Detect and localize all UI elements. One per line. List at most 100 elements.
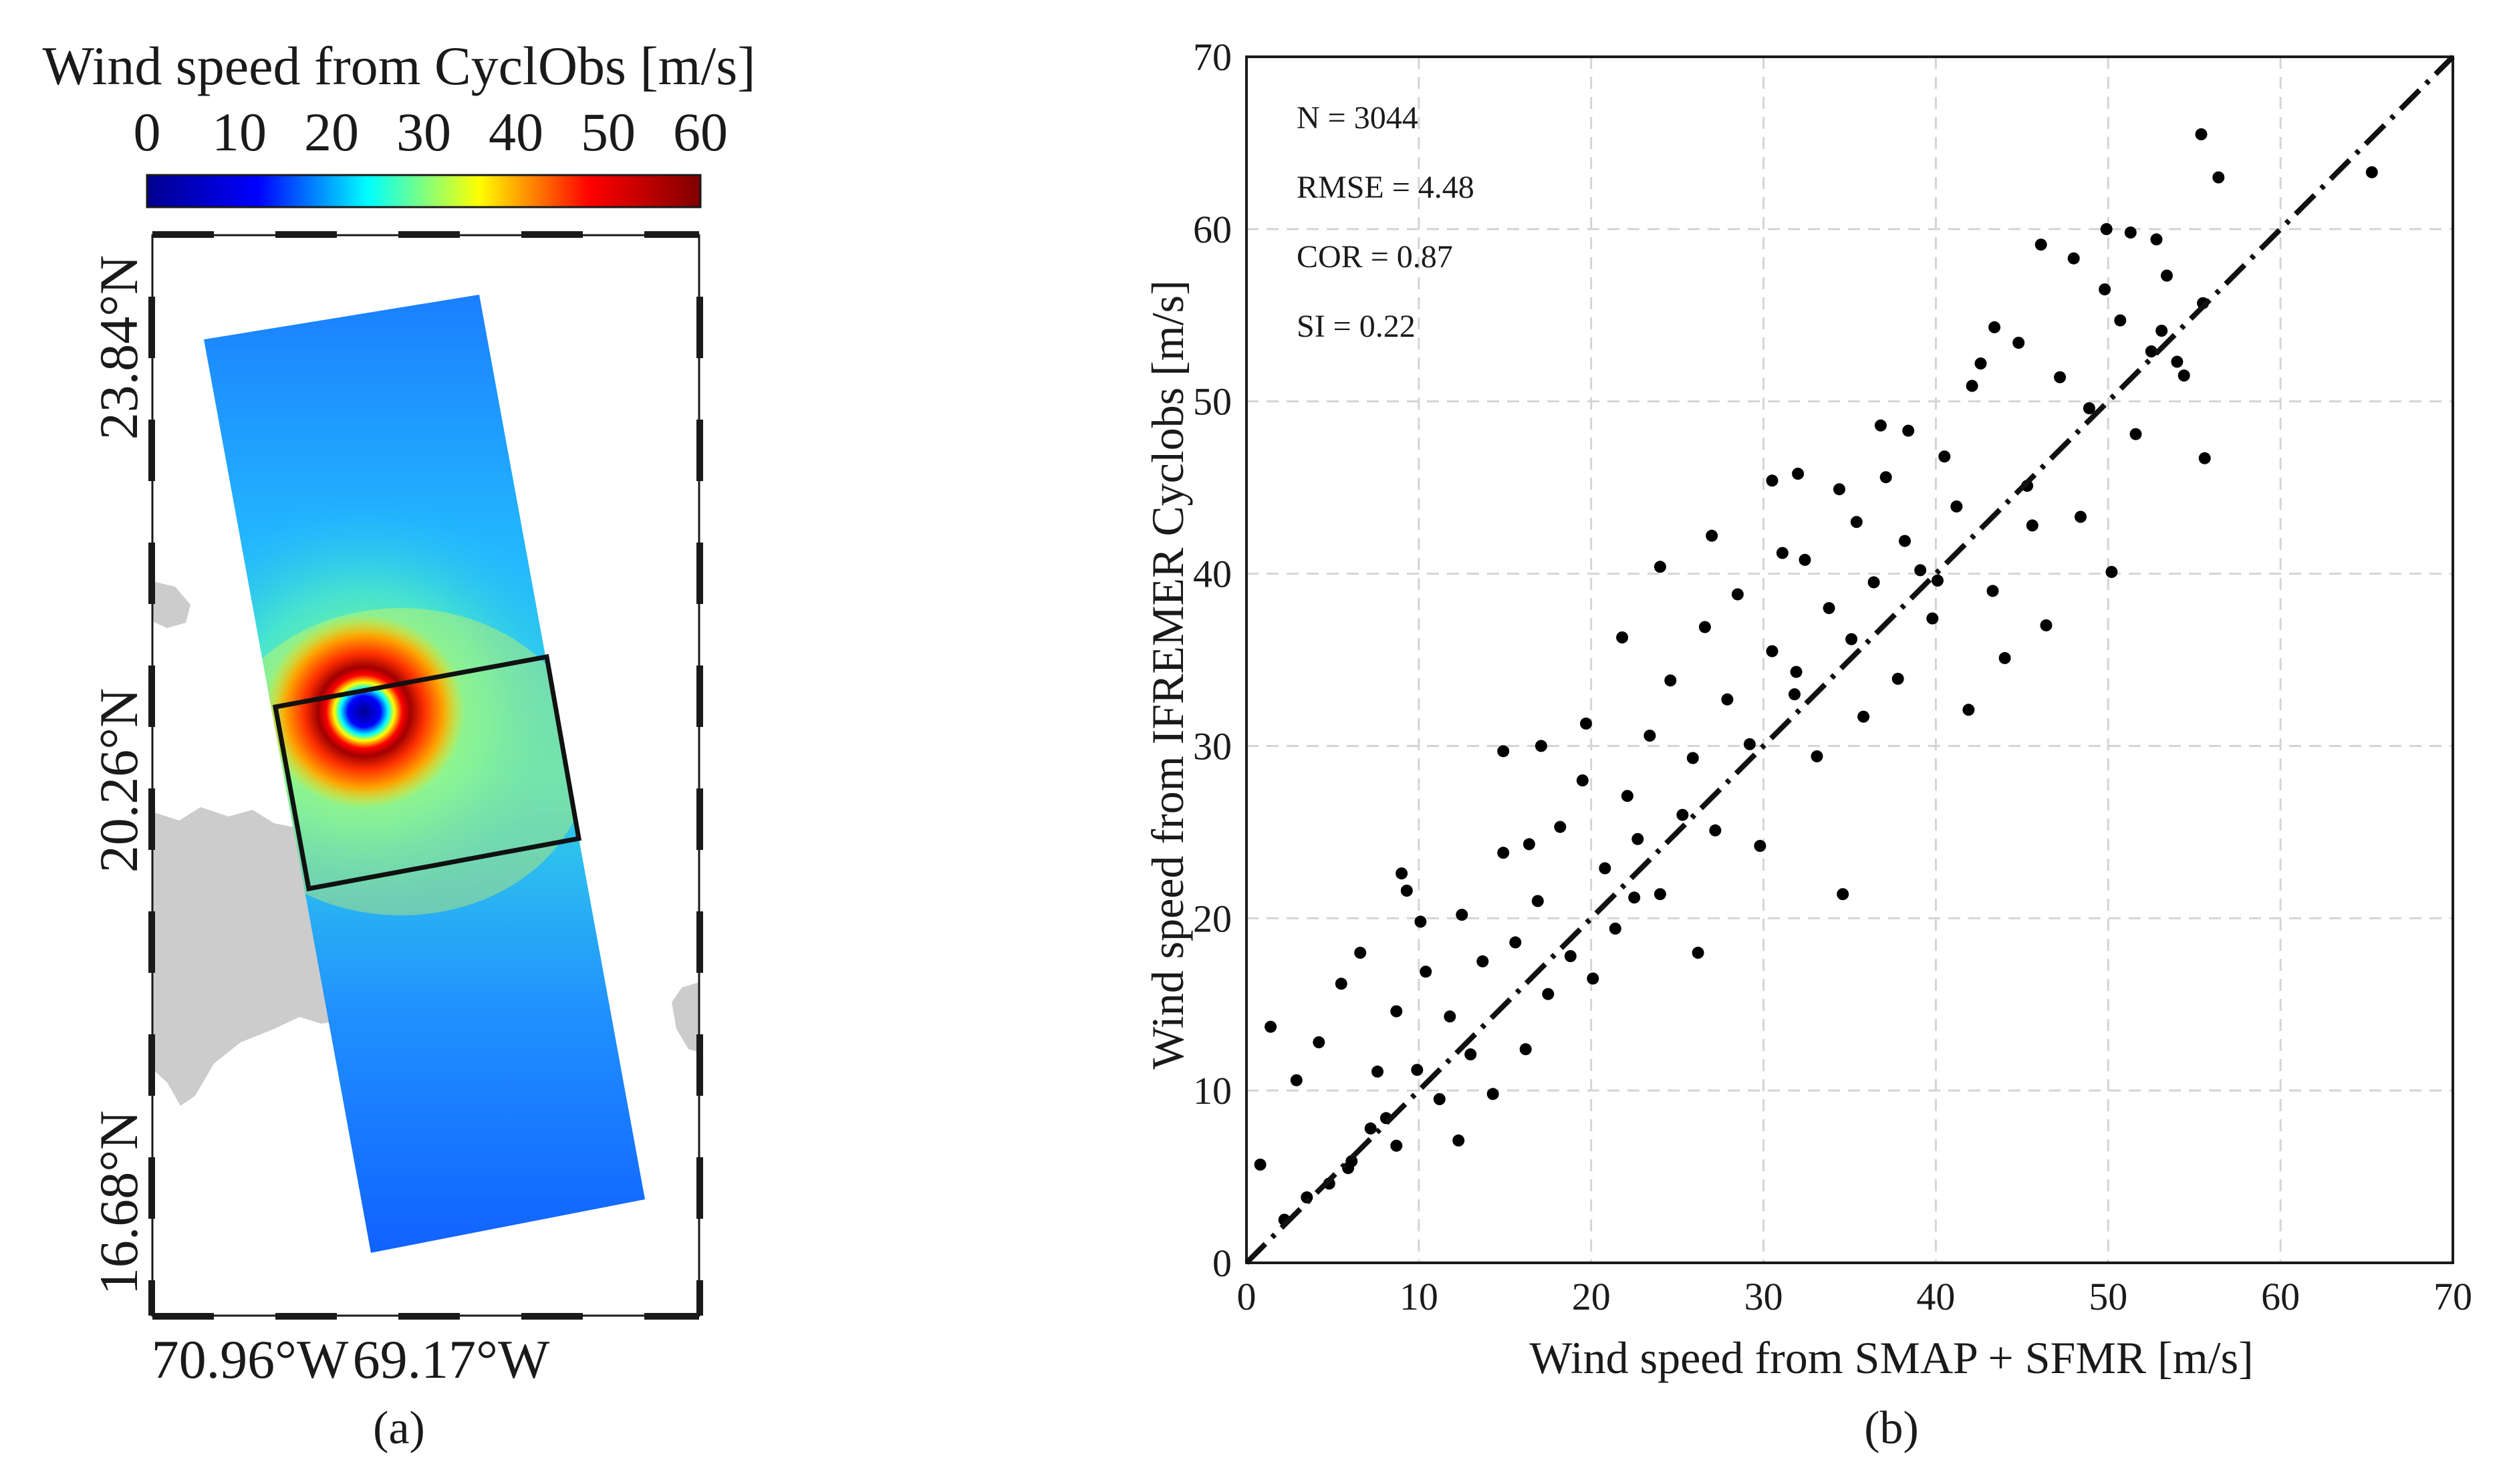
scatter-point xyxy=(2026,519,2038,532)
y-tick-label: 40 xyxy=(1193,553,1232,596)
latitude-labels: 23.84°N 20.26°N 16.68°N xyxy=(88,255,149,1296)
scatter-point xyxy=(1986,585,1999,597)
x-axis-label: Wind speed from SMAP + SFMR [m/s] xyxy=(1529,1332,2253,1383)
colorbar xyxy=(146,174,702,208)
scatter-point xyxy=(1731,588,1744,601)
scatter-point xyxy=(1790,665,1803,678)
frame-tick-left xyxy=(148,420,155,481)
scatter-point xyxy=(2034,239,2047,251)
scatter-point xyxy=(1709,824,1722,837)
scatter-point xyxy=(1420,966,1432,978)
frame-tick-bottom xyxy=(644,1313,699,1320)
axes-frame xyxy=(1245,55,2454,1264)
scatter-point xyxy=(1631,833,1644,845)
scatter-point xyxy=(1313,1036,1325,1048)
frame-tick-left xyxy=(148,788,155,850)
scatter-point xyxy=(1686,752,1699,764)
scatter-point xyxy=(1902,424,1915,437)
frame-tick-left xyxy=(148,1157,155,1219)
frame-tick-left xyxy=(148,1034,155,1096)
scatter-point xyxy=(1833,483,1845,496)
scatter-point xyxy=(1879,471,1892,484)
scatter-point xyxy=(1743,738,1756,750)
scatter-point xyxy=(1874,419,1887,432)
scatter-point xyxy=(1390,1139,1403,1152)
frame-tick-right xyxy=(696,1280,703,1316)
panel-label-a: (a) xyxy=(373,1402,425,1454)
scatter-point xyxy=(1414,915,1427,928)
scatter-point xyxy=(2012,337,2025,349)
scatter-point xyxy=(1290,1074,1303,1086)
map-frame-ticks xyxy=(148,231,703,1320)
scatter-point xyxy=(1599,862,1611,875)
scatter-point xyxy=(1766,474,1778,487)
scatter-point xyxy=(1899,535,1911,547)
scatter-point xyxy=(1966,380,1978,392)
x-tick-label: 0 xyxy=(1237,1275,1257,1318)
scatter-point xyxy=(1254,1159,1267,1171)
scatter-point xyxy=(1891,672,1904,685)
panel-a: Wind speed from CyclObs [m/s] 0 10 20 30… xyxy=(42,35,755,1454)
scatter-point xyxy=(1664,674,1677,687)
scatter-point xyxy=(1932,574,1944,587)
scatter-point xyxy=(2075,510,2087,523)
stat-cor: COR = 0.87 xyxy=(1297,239,1453,275)
colorbar-tick-10: 10 xyxy=(212,102,267,162)
scatter-point xyxy=(1576,774,1589,786)
frame-tick-bottom xyxy=(398,1313,460,1320)
scatter-point xyxy=(1621,790,1633,802)
land-puerto-rico-edge xyxy=(672,982,699,1052)
y-tick-label: 20 xyxy=(1193,897,1232,940)
frame-tick-right xyxy=(696,911,703,973)
scatter-point xyxy=(1962,704,1975,716)
scatter-point xyxy=(1354,946,1367,959)
scatter-point xyxy=(1692,946,1704,959)
scatter-point xyxy=(1974,357,1987,369)
scatter-point xyxy=(2212,171,2225,184)
y-tick-label: 70 xyxy=(1193,35,1232,79)
scatter-point xyxy=(1792,468,1805,480)
hurricane-eye xyxy=(264,615,465,808)
one-to-one-line xyxy=(1244,55,2455,1265)
colorbar-tick-40: 40 xyxy=(489,102,543,162)
frame-tick-right xyxy=(696,543,703,604)
scatter-point xyxy=(2099,283,2111,296)
scatter-point xyxy=(1497,745,1510,758)
subregion-box xyxy=(272,653,582,892)
scatter-point xyxy=(1519,1043,1532,1056)
scatter-point xyxy=(1616,631,1629,643)
panel-label-b: (b) xyxy=(1864,1402,1919,1454)
scatter-point xyxy=(1766,645,1778,657)
scatter-point xyxy=(1811,750,1823,762)
y-axis-label: Wind speed from IFREMER Cyclobs [m/s] xyxy=(1142,280,1193,1070)
scatter-point xyxy=(1698,621,1711,633)
scatter-point xyxy=(1497,847,1510,859)
frame-tick-bottom xyxy=(521,1313,583,1320)
scatter-point xyxy=(1390,1005,1403,1018)
scatter-point xyxy=(1509,936,1522,949)
lat-label-20-26: 20.26°N xyxy=(88,688,149,873)
stat-si: SI = 0.22 xyxy=(1297,309,1416,344)
scatter-point xyxy=(2198,452,2211,464)
scatter-point xyxy=(1464,1048,1477,1060)
scatter-point xyxy=(2171,355,2184,368)
scatter-point xyxy=(1628,891,1641,904)
stat-n: N = 3044 xyxy=(1297,100,1418,136)
scatter-point xyxy=(1364,1122,1377,1135)
scatter-point xyxy=(1643,730,1656,742)
scatter-point xyxy=(2150,233,2163,246)
colorbar-tick-30: 30 xyxy=(396,102,451,162)
colorbar-tick-60: 60 xyxy=(673,102,728,162)
scatter-point xyxy=(1721,693,1734,706)
panel-b: 0 10 20 30 40 50 60 70 0 10 20 30 40 50 60 70 Wind spe… xyxy=(1142,35,2472,1454)
scatter-point xyxy=(2054,371,2067,384)
lat-label-16-68: 16.68°N xyxy=(88,1110,149,1296)
scatter-point xyxy=(2124,227,2137,239)
scatter-point xyxy=(1845,633,1858,645)
frame-tick-right xyxy=(696,1034,703,1096)
frame-tick-bottom xyxy=(152,1313,214,1320)
scatter-point xyxy=(2040,619,2053,631)
scatter-point xyxy=(1265,1020,1277,1033)
frame-tick-left xyxy=(148,665,155,727)
